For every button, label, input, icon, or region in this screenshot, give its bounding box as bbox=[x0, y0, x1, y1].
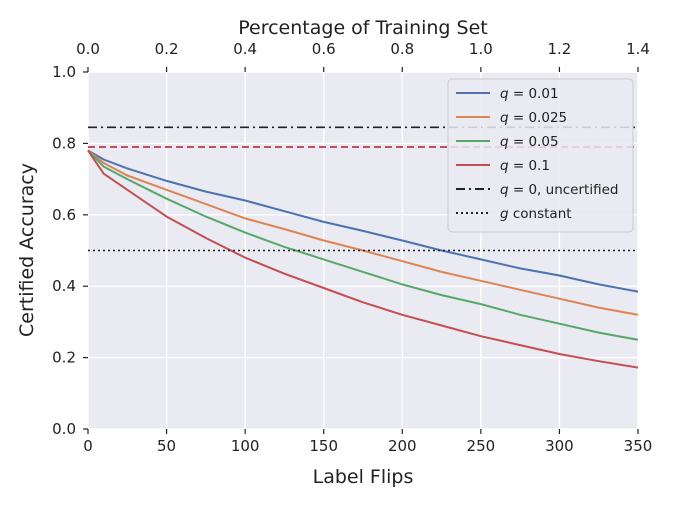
y-axis-title: Certified Accuracy bbox=[16, 163, 38, 337]
series-line-2 bbox=[87, 149, 639, 316]
top-x-tick-label: 0.4 bbox=[233, 40, 257, 58]
y-tick-label: 0.8 bbox=[52, 134, 76, 152]
top-x-tick-label: 0.8 bbox=[390, 40, 414, 58]
x-axis-title: Label Flips bbox=[313, 466, 414, 488]
x-tick-label: 300 bbox=[545, 437, 574, 455]
top-x-tick-label: 0.2 bbox=[155, 40, 179, 58]
x-tick-label: 50 bbox=[157, 437, 176, 455]
legend-label: g constant bbox=[500, 206, 572, 222]
y-tick-label: 0.2 bbox=[52, 349, 76, 367]
ticks: 0 50 100 150 200 250 300 3500.00.20.40.60.81.00… bbox=[52, 40, 652, 455]
legend-label: q = 0.025 bbox=[500, 110, 567, 126]
legend: q = 0.01 q = 0.025 q = 0.05 q = 0.1 q = 0, u… bbox=[447, 78, 634, 233]
x-tick-label: 0 bbox=[83, 437, 93, 455]
y-tick-label: 0.4 bbox=[52, 277, 76, 295]
top-x-tick-label: 0.6 bbox=[312, 40, 336, 58]
y-tick-label: 1.0 bbox=[52, 63, 76, 81]
x-tick-label: 350 bbox=[624, 437, 653, 455]
y-tick-label: 0.6 bbox=[52, 206, 76, 224]
top-x-axis-title: Percentage of Training Set bbox=[238, 17, 488, 39]
series-line-4 bbox=[87, 149, 639, 369]
x-tick-label: 150 bbox=[309, 437, 338, 455]
legend-label: q = 0.05 bbox=[500, 134, 559, 150]
x-tick-label: 100 bbox=[231, 437, 260, 455]
top-x-tick-label: 0.0 bbox=[76, 40, 100, 58]
legend-label: q = 0.1 bbox=[500, 158, 550, 174]
series-line-3 bbox=[87, 149, 639, 341]
series-lines bbox=[87, 126, 639, 369]
y-tick-label: 0.0 bbox=[52, 420, 76, 438]
top-x-tick-label: 1.0 bbox=[469, 40, 493, 58]
legend-label: q = 0.01 bbox=[500, 86, 559, 102]
grid bbox=[87, 71, 639, 430]
series-line-1 bbox=[87, 149, 639, 293]
top-x-tick-label: 1.4 bbox=[626, 40, 650, 58]
top-x-tick-label: 1.2 bbox=[547, 40, 571, 58]
x-tick-label: 200 bbox=[388, 437, 417, 455]
x-tick-label: 250 bbox=[467, 437, 496, 455]
legend-box bbox=[447, 78, 634, 233]
legend-label: q = 0, uncertified bbox=[500, 182, 618, 198]
